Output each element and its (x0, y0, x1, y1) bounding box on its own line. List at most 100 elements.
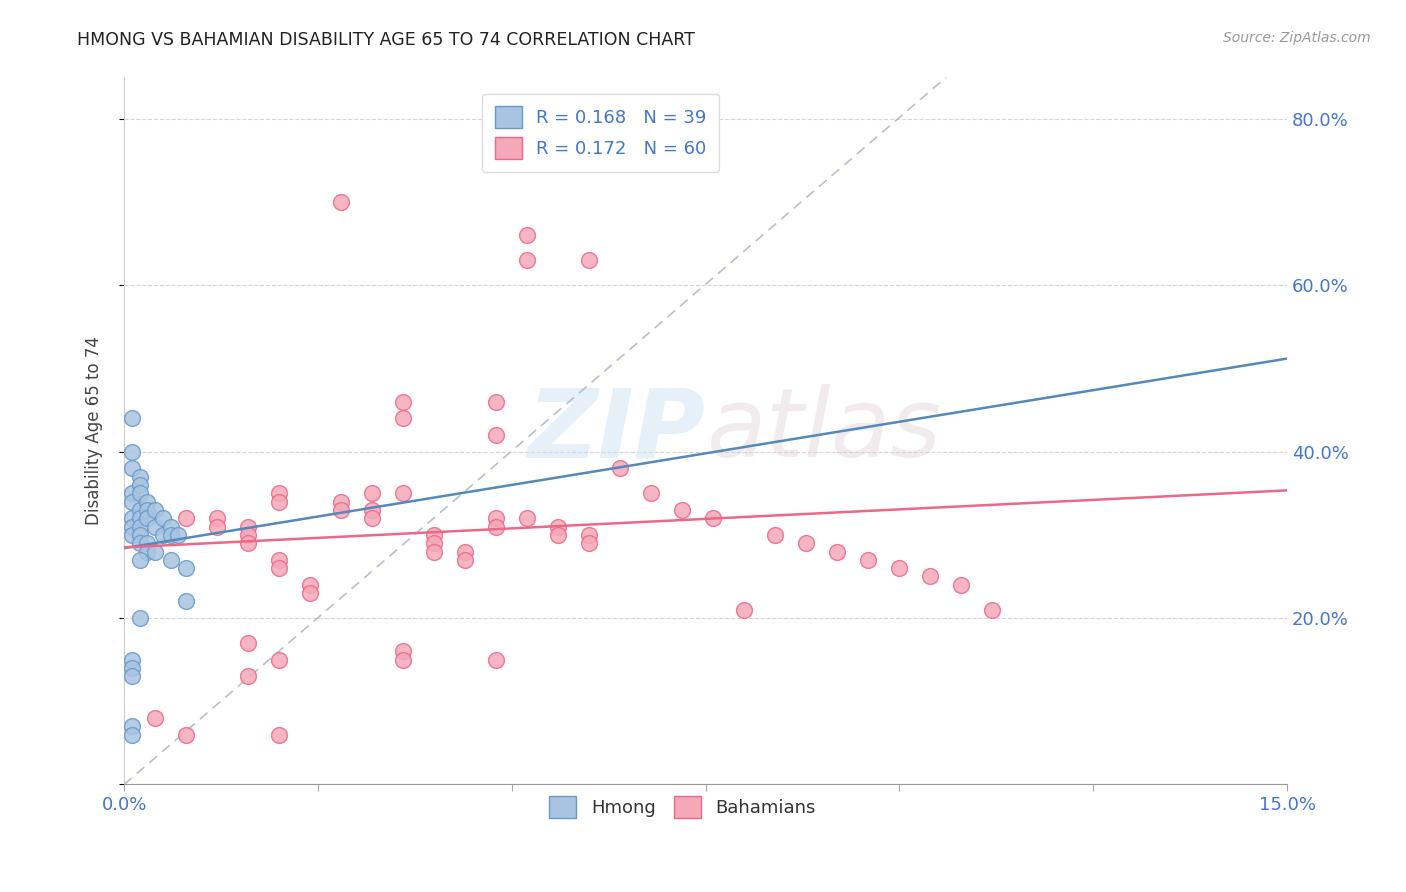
Point (330, 503, 353, 517)
Point (136, 544, 159, 558)
Point (609, 461, 631, 475)
Point (392, 394, 415, 409)
Point (174, 594, 197, 608)
Point (330, 195, 353, 210)
Point (128, 469, 150, 483)
Point (454, 544, 477, 558)
Point (238, 669, 260, 683)
Point (121, 486, 143, 500)
Point (121, 519, 143, 533)
Point (143, 711, 166, 725)
Point (269, 653, 291, 667)
Point (121, 669, 143, 683)
Point (920, 569, 942, 583)
Point (516, 253, 538, 268)
Point (143, 503, 166, 517)
Point (205, 519, 228, 533)
Point (159, 528, 181, 542)
Point (121, 719, 143, 733)
Point (238, 536, 260, 550)
Point (950, 578, 973, 592)
Point (392, 486, 415, 500)
Point (889, 561, 911, 575)
Point (128, 511, 150, 525)
Point (330, 494, 353, 508)
Point (167, 528, 190, 542)
Point (640, 486, 662, 500)
Point (159, 553, 181, 567)
Point (485, 428, 508, 442)
Point (205, 511, 228, 525)
Point (159, 519, 181, 533)
Point (128, 528, 150, 542)
Point (361, 503, 384, 517)
Point (423, 536, 446, 550)
Text: Source: ZipAtlas.com: Source: ZipAtlas.com (1223, 31, 1371, 45)
Point (174, 727, 197, 741)
Point (143, 544, 166, 558)
Point (238, 528, 260, 542)
Point (796, 536, 818, 550)
Point (121, 494, 143, 508)
Point (392, 644, 415, 658)
Point (238, 519, 260, 533)
Point (454, 553, 477, 567)
Point (128, 536, 150, 550)
Point (299, 578, 322, 592)
Point (361, 486, 384, 500)
Point (269, 494, 291, 508)
Point (128, 611, 150, 625)
Point (733, 603, 755, 617)
Point (578, 536, 600, 550)
Point (269, 561, 291, 575)
Point (121, 528, 143, 542)
Legend: Hmong, Bahamians: Hmong, Bahamians (541, 789, 823, 825)
Point (423, 528, 446, 542)
Point (516, 228, 538, 243)
Point (136, 511, 159, 525)
Point (827, 544, 849, 558)
Point (578, 528, 600, 542)
Point (136, 494, 159, 508)
Text: ZIP: ZIP (527, 384, 706, 477)
Text: HMONG VS BAHAMIAN DISABILITY AGE 65 TO 74 CORRELATION CHART: HMONG VS BAHAMIAN DISABILITY AGE 65 TO 7… (77, 31, 695, 49)
Point (361, 511, 384, 525)
Point (121, 511, 143, 525)
Point (128, 519, 150, 533)
Point (121, 444, 143, 458)
Point (128, 553, 150, 567)
Point (174, 561, 197, 575)
Point (547, 519, 569, 533)
Point (485, 394, 508, 409)
Point (671, 503, 693, 517)
Point (121, 411, 143, 425)
Point (763, 528, 786, 542)
Point (485, 511, 508, 525)
Point (269, 486, 291, 500)
Point (121, 653, 143, 667)
Point (121, 727, 143, 741)
Point (269, 553, 291, 567)
Point (121, 661, 143, 675)
Point (128, 486, 150, 500)
Point (578, 253, 600, 268)
Point (143, 519, 166, 533)
Point (981, 603, 1004, 617)
Point (858, 553, 880, 567)
Point (128, 478, 150, 492)
Point (392, 411, 415, 425)
Text: atlas: atlas (706, 384, 941, 477)
Point (516, 511, 538, 525)
Point (392, 653, 415, 667)
Point (485, 653, 508, 667)
Point (128, 503, 150, 517)
Point (299, 586, 322, 600)
Point (702, 511, 724, 525)
Point (485, 519, 508, 533)
Y-axis label: Disability Age 65 to 74: Disability Age 65 to 74 (86, 336, 103, 525)
Point (136, 503, 159, 517)
Point (423, 544, 446, 558)
Point (174, 511, 197, 525)
Point (269, 727, 291, 741)
Point (238, 636, 260, 650)
